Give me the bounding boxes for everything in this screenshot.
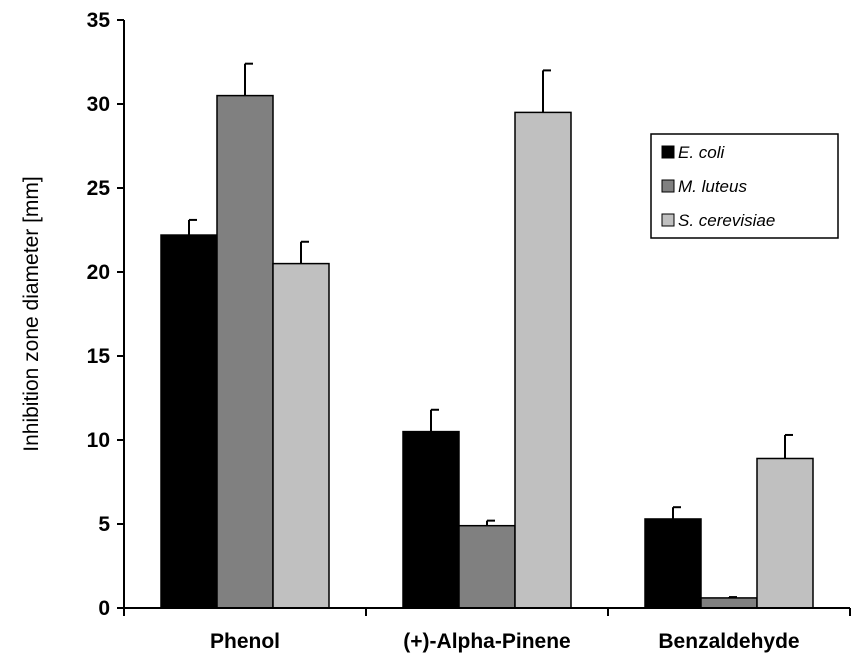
y-tick-label: 35	[87, 9, 111, 32]
legend-label: E. coli	[678, 143, 726, 162]
y-tick-label: 15	[87, 345, 111, 368]
bar	[644, 518, 702, 609]
x-category-label: Benzaldehyde	[658, 630, 799, 653]
error-bars-layer	[188, 62, 793, 599]
legend-swatch	[661, 145, 675, 159]
legend: E. coli M. luteus S. cerevisiae	[650, 133, 839, 239]
x-category-label: Phenol	[210, 630, 280, 653]
legend-box	[650, 133, 839, 239]
legend-items: E. coli M. luteus S. cerevisiae	[661, 143, 775, 230]
bar	[458, 524, 516, 609]
y-tick-label: 30	[87, 93, 110, 116]
legend-swatch	[661, 213, 675, 227]
y-tick-label: 5	[98, 513, 110, 536]
y-axis-title: Inhibition zone diameter [mm]	[20, 176, 43, 451]
bar	[272, 262, 330, 609]
y-tick-label: 20	[87, 261, 110, 284]
bar	[514, 111, 572, 609]
legend-label: M. luteus	[678, 177, 747, 196]
y-ticks: 0 5 10 15 20 25 30 35	[87, 9, 851, 620]
x-category-label: (+)-Alpha-Pinene	[403, 630, 570, 653]
bar	[160, 234, 218, 609]
y-tick-label: 0	[98, 597, 110, 620]
bar	[216, 94, 274, 609]
x-category-labels: Phenol (+)-Alpha-Pinene Benzaldehyde	[210, 630, 800, 653]
y-tick-label: 25	[87, 177, 111, 200]
y-tick-label: 10	[87, 429, 110, 452]
bar	[700, 597, 758, 609]
legend-swatch	[661, 179, 675, 193]
bar	[402, 430, 460, 609]
legend-label: S. cerevisiae	[678, 211, 775, 230]
bar	[756, 457, 814, 609]
axes-layer	[123, 20, 850, 609]
